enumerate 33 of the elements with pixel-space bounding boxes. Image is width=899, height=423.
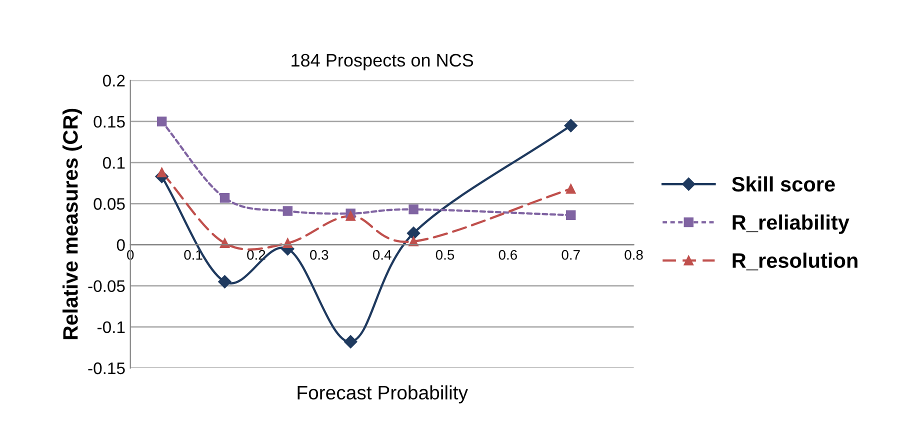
x-tick-label: 0 [127, 250, 134, 260]
x-axis-title: Forecast Probability [298, 385, 468, 404]
point [220, 193, 230, 203]
x-tick-label: 0.1 [184, 250, 202, 260]
x-tick-label: 0.6 [498, 250, 517, 260]
point [156, 116, 167, 126]
x-tick-label: 0.3 [310, 250, 328, 260]
legend-label: R_reliability [732, 214, 850, 234]
y-tick-label: 0.2 [102, 74, 125, 87]
y-tick-label: -0.15 [88, 362, 125, 374]
point [406, 226, 420, 240]
x-tick-label: 0.7 [562, 250, 580, 260]
point [218, 275, 232, 288]
y-tick-label: 0.05 [94, 198, 125, 210]
y-tick-label: -0.1 [98, 321, 125, 334]
point [566, 210, 576, 220]
point [564, 118, 578, 132]
point [566, 184, 576, 194]
x-tick-label: 0.5 [436, 250, 454, 260]
legend-label: R_resolution [732, 252, 858, 270]
x-tick-label: 0.8 [624, 250, 643, 260]
y-tick-label: 0.1 [102, 156, 125, 169]
x-tick-label: 0.4 [372, 250, 392, 260]
legend-label: Skill score [732, 176, 835, 192]
y-tick-label: 0 [116, 239, 125, 251]
point [282, 206, 293, 216]
point [344, 335, 358, 348]
point [408, 204, 418, 214]
y-tick-label: -0.05 [88, 280, 125, 292]
point [346, 211, 356, 221]
chart-title: 184 Prospects on NCS [292, 54, 474, 70]
y-axis-title: Relative measures (CR) [62, 108, 82, 340]
y-tick-label: 0.15 [94, 116, 125, 128]
